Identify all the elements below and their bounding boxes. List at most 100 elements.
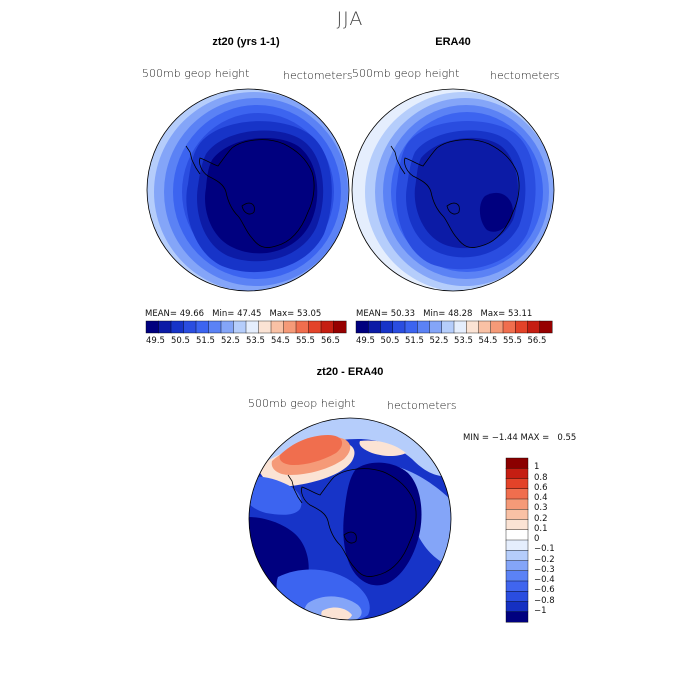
panel-3-colorbar-swatch [505,560,529,572]
panel-1-mean-value: 49.66 [179,309,205,319]
panel-2-colorbar-tick-label: 55.5 [503,336,522,346]
panel-1-colorbar-tick-label: 55.5 [296,336,315,346]
panel-2-colorbar-swatch [441,320,455,334]
panel-3-min-value: −1.44 [491,433,518,443]
panel-2-colorbar-tick-label: 50.5 [380,336,400,346]
panel-2-colorbar-swatch [515,320,529,334]
panel-3-colorbar-swatch [505,550,529,562]
panel-2-variable-label: 500mb geop height [352,67,460,80]
panel-2-min-value: 48.28 [448,309,473,319]
panel-3-colorbar-swatch [505,601,529,613]
panel-2-polar-map [351,88,555,292]
panel-2-colorbar-swatch [355,320,369,334]
panel-1-colorbar-tick-label: 49.5 [146,336,165,346]
panel-2-max-value: 53.11 [507,309,533,319]
panel-3-colorbar-swatch [505,580,529,592]
panel-1-colorbar-swatch [283,320,297,334]
panel-2-colorbar-swatch [453,320,467,334]
panel-1-colorbar-tick-label: 53.5 [246,336,265,346]
panel-2-colorbar-tick-label: 54.5 [478,336,498,346]
panel-1-colorbar-swatch [333,320,347,334]
panel-2-colorbar-swatch [368,320,382,334]
panel-1-antarctica-outline [199,139,315,248]
panel-2-colorbar-swatch [478,320,492,334]
panel-2-colorbar-swatch [404,320,418,334]
panel-3-colorbar-swatch [505,519,529,531]
panel-3-colorbar-tick-label: 0.4 [534,493,548,503]
panel-3-colorbar-tick-label: 0.6 [534,482,548,493]
panel-1-band-deep [205,137,318,254]
panel-3-deep-region-right [343,462,422,586]
panel-2-colorbar-tick-label: 51.5 [405,336,424,346]
panel-3-title: zt20 - ERA40 [316,366,384,378]
panel-2-colorbar-tick-label: 52.5 [429,336,449,346]
panel-3-colorbar-tick-label: 1 [534,462,540,473]
panel-2-colorbar-labels: 49.5 50.5 51.5 52.5 53.5 54.5 55.5 56.5 [356,336,552,348]
panel-1-min-value: 47.45 [237,309,262,319]
panel-3-colorbar [505,457,529,623]
panel-1-colorbar-swatch [270,320,285,334]
panel-1-colorbar-swatch [158,320,172,334]
panel-2-colorbar-swatch [527,320,541,334]
panel-2-colorbar-swatch [466,320,480,334]
panel-1-ice-shelf-outline [241,202,255,215]
figure-title: JJA [336,8,364,30]
panel-2-colorbar-swatch [539,320,553,334]
panel-3-colorbar-swatch [505,611,529,623]
panel-2-peninsula-outline [390,145,406,175]
panel-1-colorbar-swatch [295,320,310,334]
panel-1-mean-label: MEAN= [145,309,177,319]
panel-2-colorbar-tick-label: 56.5 [527,336,547,346]
panel-3-colorbar-tick-label: 0 [534,534,540,544]
panel-3-antarctica-outline [301,468,417,577]
panel-3-colorbar-swatch [505,468,529,480]
panel-2-units-label: hectometers [490,69,560,82]
panel-1-min-label: Min= [212,309,235,319]
panel-3-colorbar-swatch [505,509,529,521]
panel-3-peach-small [359,440,406,456]
panel-3-colorbar-swatch [505,498,529,510]
panel-2-antarctica-outline [404,139,520,248]
panel-2-mean-label: MEAN= [356,309,388,319]
panel-1-title: zt20 (yrs 1-1) [212,36,280,48]
panel-2-colorbar-swatch [502,320,516,334]
panel-2-ice-shelf-outline [446,202,460,215]
panel-3-colorbar-swatch [505,478,529,490]
panel-2-colorbar-tick-label: 49.5 [356,336,375,346]
panel-2-mean-value: 50.33 [390,309,416,319]
panel-1-units-label: hectometers [283,69,353,82]
panel-1-stats: MEAN= 49.66 Min= 47.45 Max= 53.05 [145,309,321,319]
panel-3-map-border [248,417,452,621]
panel-3-colorbar-tick-label: −0.4 [534,575,555,585]
panel-1-map-border [146,88,350,292]
panel-3-variable-label: 500mb geop height [248,397,356,410]
panel-3-colorbar-swatch [505,539,529,551]
panel-1-colorbar-tick-label: 51.5 [196,336,215,346]
panel-3-colorbar-tick-label: 0.3 [534,503,548,514]
panel-2-band-deep [479,192,513,232]
panel-1-colorbar-labels: 49.5 50.5 51.5 52.5 53.5 54.5 55.5 56.5 [146,336,346,348]
panel-3-units-label: hectometers [387,399,457,412]
panel-3-colorbar-tick-label: 0.1 [534,523,548,534]
panel-3-colorbar-tick-label: −0.2 [534,554,555,565]
panel-3-colorbar-swatch [505,529,529,541]
panel-2-colorbar-swatch [429,320,443,334]
panel-3-polar-map [248,417,452,621]
panel-2-colorbar [355,320,553,334]
panel-2-colorbar-swatch [490,320,504,334]
panel-1-colorbar-swatch [220,320,235,334]
panel-1-colorbar-tick-label: 56.5 [321,336,340,346]
panel-1-colorbar-tick-label: 52.5 [221,336,240,346]
panel-3-colorbar-tick-label: −0.3 [534,564,555,575]
panel-3-colorbar-tick-label: −1 [534,605,547,616]
panel-3-colorbar-labels: 1 0.8 0.6 0.4 0.3 0.2 0.1 0 −0.1 −0.2 −0.3 −0.4 −0.6… [534,458,584,622]
panel-3-colorbar-swatch [505,591,529,603]
panel-1-colorbar-swatch [308,320,322,334]
panel-3-colorbar-swatch [505,488,529,500]
panel-3-min-label: MIN = [463,433,490,443]
panel-1-colorbar-swatch [145,320,160,334]
panel-3-orange-region [279,435,343,465]
panel-1-colorbar-swatch [170,320,185,334]
panel-1-colorbar-tick-label: 54.5 [271,336,290,346]
panel-2-colorbar-swatch [417,320,431,334]
